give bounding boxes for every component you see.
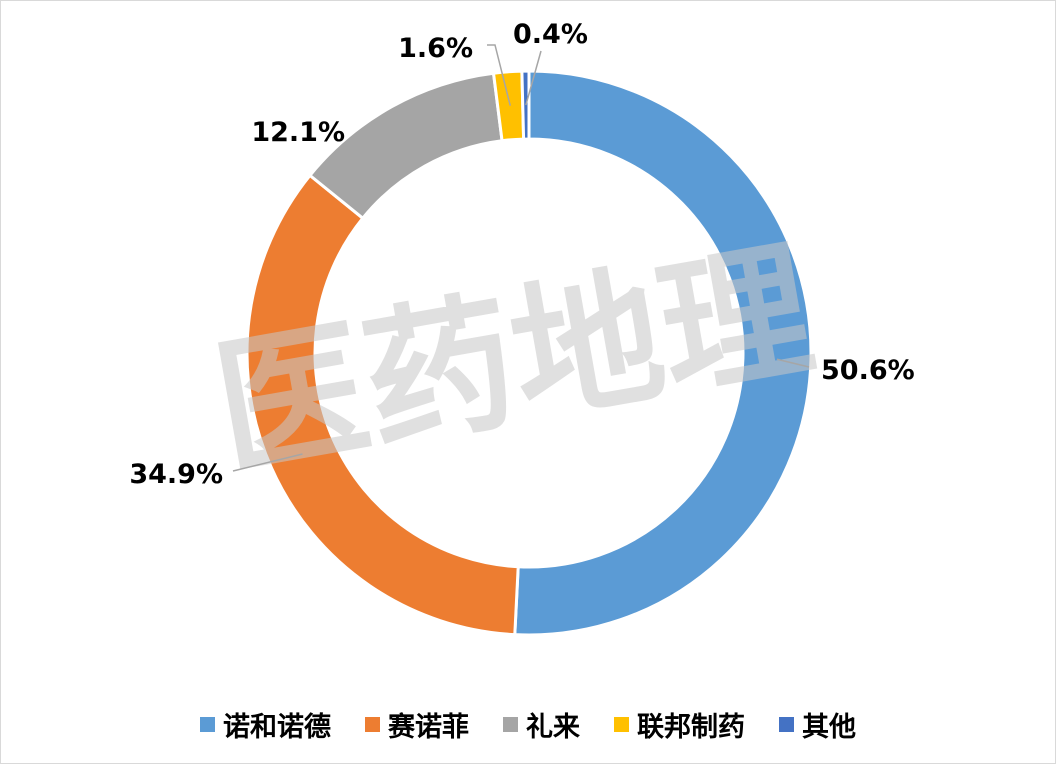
legend-swatch-4 — [779, 716, 794, 732]
leader-lines — [232, 44, 810, 472]
legend-item-4: 其他 — [779, 705, 856, 744]
legend-swatch-1 — [365, 716, 380, 732]
legend-swatch-3 — [614, 716, 629, 732]
legend-label-0: 诺和诺德 — [223, 711, 331, 743]
donut-slice-0 — [513, 69, 813, 637]
legend-label-1: 赛诺菲 — [388, 711, 469, 743]
legend-label-3: 联邦制药 — [637, 711, 745, 743]
data-label-2: 12.1% — [251, 117, 345, 148]
legend-label-4: 其他 — [802, 711, 856, 743]
data-labels: 50.6% 34.9% 12.1% 1.6% 0.4% — [129, 19, 914, 490]
leader-line-3 — [487, 44, 511, 106]
leader-line-4 — [525, 50, 542, 106]
donut-slice-4 — [520, 69, 531, 141]
data-label-0: 50.6% — [821, 355, 915, 386]
donut-chart: 医药地理 50.6%34.9%12.1%1.6% 0.4% — [129, 19, 915, 637]
legend-swatch-0 — [200, 716, 215, 732]
donut-slices — [245, 69, 813, 637]
data-label-4: 0.4% — [513, 19, 588, 50]
legend-swatch-2 — [503, 716, 518, 732]
data-label-3: 1.6% — [398, 33, 473, 64]
legend-item-3: 联邦制药 — [614, 705, 745, 744]
donut-slice-1 — [245, 173, 520, 637]
legend-label-2: 礼来 — [526, 711, 580, 743]
data-label-1: 34.9% — [129, 459, 223, 490]
legend-item-1: 赛诺菲 — [365, 705, 469, 744]
leader-line-1 — [232, 453, 303, 472]
leader-line-0 — [776, 358, 810, 368]
legend-item-0: 诺和诺德 — [200, 705, 331, 744]
legend-item-2: 礼来 — [503, 705, 580, 744]
legend: 诺和诺德 赛诺菲 礼来 联邦制药 其他 — [1, 699, 1055, 749]
